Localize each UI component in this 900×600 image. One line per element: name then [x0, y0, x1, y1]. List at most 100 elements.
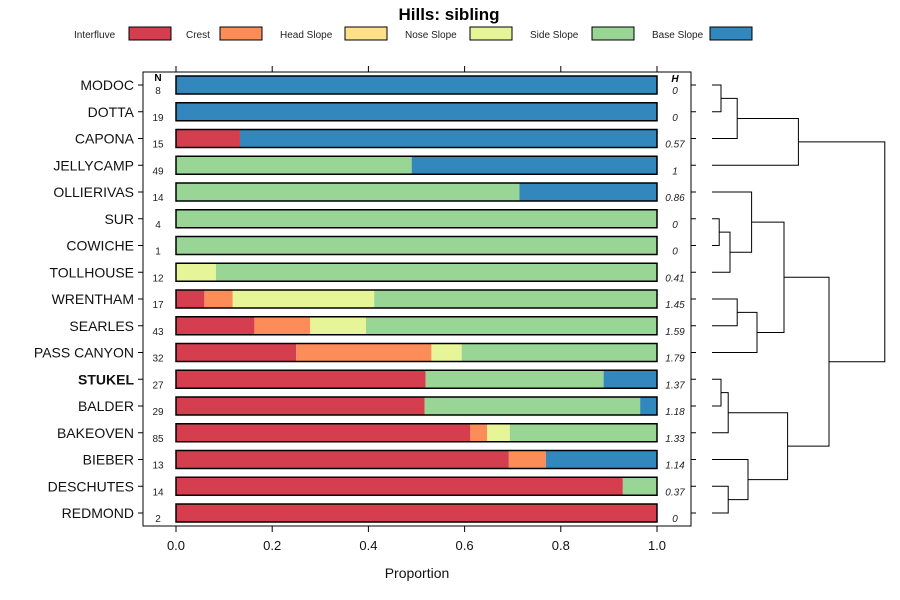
bar-dotta-base-slope — [176, 102, 657, 121]
bar-pass-canyon-nose-slope — [431, 343, 462, 362]
bar-wrentham-nose-slope — [232, 290, 375, 308]
row-cowiche: COWICHE 1 0 — [66, 235, 696, 258]
h-value-pass-canyon: 1.79 — [665, 354, 685, 365]
row-label-dotta: DOTTA — [88, 104, 135, 120]
bar-deschutes-interfluve — [176, 477, 623, 496]
legend-swatch-head-slope — [344, 26, 388, 41]
bar-outline-stukel — [175, 369, 658, 389]
x-tick-label-1: 0.2 — [263, 538, 281, 553]
dendrogram-link-14 — [784, 276, 830, 447]
row-label-searles: SEARLES — [69, 318, 134, 334]
n-value-cowiche: 1 — [155, 247, 161, 258]
n-value-ollierivas: 14 — [152, 193, 164, 204]
dendrogram-link-7 — [712, 311, 758, 353]
bar-outline-ollierivas — [175, 182, 658, 202]
x-tick-label-5: 1.0 — [648, 538, 666, 553]
row-jellycamp: JELLYCAMP 49 1 — [53, 155, 696, 177]
dendrogram-link-11 — [712, 485, 729, 514]
bar-modoc-base-slope — [176, 76, 657, 94]
h-value-cowiche: 0 — [672, 247, 678, 258]
dendrogram-link-6 — [712, 298, 738, 327]
dendrogram-link-5 — [712, 191, 753, 253]
n-value-wrentham: 17 — [152, 300, 164, 311]
row-deschutes: DESCHUTES 14 0.37 — [48, 476, 696, 498]
bar-stukel-interfluve — [176, 370, 426, 389]
row-label-deschutes: DESCHUTES — [48, 478, 134, 494]
bar-wrentham-side-slope — [374, 290, 657, 308]
dendrogram-link-3 — [712, 218, 720, 246]
bar-balder-base-slope — [640, 397, 657, 415]
bar-outline-modoc — [175, 75, 658, 95]
dendrogram-link-10 — [712, 392, 729, 434]
n-value-searles: 43 — [152, 327, 164, 338]
bar-jellycamp-base-slope — [411, 156, 657, 175]
dendrogram-link-9 — [712, 378, 722, 407]
h-value-jellycamp: 1 — [672, 166, 678, 177]
bar-searles-crest — [254, 316, 311, 335]
row-wrentham: WRENTHAM 17 1.45 — [52, 289, 696, 311]
bar-pass-canyon-side-slope — [461, 343, 657, 362]
bar-outline-jellycamp — [175, 155, 658, 175]
dendrogram-link-0 — [712, 84, 722, 113]
legend-label-interfluve: Interfluve — [74, 30, 116, 41]
h-value-capona: 0.57 — [665, 140, 685, 151]
row-redmond: REDMOND 2 0 — [62, 503, 696, 525]
h-value-bieber: 1.14 — [665, 461, 685, 472]
bar-bieber-interfluve — [176, 450, 509, 469]
row-label-redmond: REDMOND — [62, 505, 134, 521]
h-value-modoc: 0 — [672, 86, 678, 97]
dendrogram-link-4 — [712, 231, 731, 273]
bar-outline-dotta — [175, 102, 658, 122]
bar-searles-side-slope — [365, 316, 657, 335]
h-column-header: H — [671, 74, 679, 85]
row-stukel: STUKEL 27 1.37 — [78, 369, 696, 391]
bar-wrentham-crest — [204, 290, 233, 308]
dendrogram-link-8 — [751, 221, 785, 333]
legend-label-side-slope: Side Slope — [530, 30, 579, 41]
bar-outline-capona — [175, 128, 658, 149]
bar-outline-tollhouse — [175, 262, 658, 282]
bar-jellycamp-side-slope — [176, 156, 412, 175]
bar-searles-nose-slope — [310, 316, 366, 335]
bar-redmond-interfluve — [176, 504, 657, 522]
bar-stukel-side-slope — [425, 370, 604, 389]
legend-swatch-nose-slope — [469, 26, 513, 41]
bar-cowiche-side-slope — [176, 236, 657, 255]
h-value-searles: 1.59 — [665, 327, 685, 338]
row-label-cowiche: COWICHE — [66, 238, 134, 254]
bar-ollierivas-side-slope — [176, 183, 520, 201]
bar-outline-pass-canyon — [175, 342, 658, 363]
row-capona: CAPONA 15 0.57 — [75, 128, 696, 151]
bar-balder-interfluve — [176, 397, 425, 415]
h-value-wrentham: 1.45 — [665, 300, 685, 311]
dendrogram-link-15 — [798, 141, 886, 363]
dendrogram-link-2 — [712, 117, 799, 166]
bar-stukel-base-slope — [603, 370, 657, 389]
bar-bakeoven-crest — [470, 423, 488, 442]
row-label-sur: SUR — [104, 211, 134, 227]
chart-title: Hills: sibling — [398, 5, 499, 24]
bar-pass-canyon-crest — [296, 343, 432, 362]
bar-ollierivas-base-slope — [519, 183, 657, 201]
x-tick-label-2: 0.4 — [359, 538, 377, 553]
bar-sur-side-slope — [176, 209, 657, 228]
bar-tollhouse-nose-slope — [176, 263, 216, 282]
bar-deschutes-side-slope — [622, 477, 657, 496]
row-balder: BALDER 29 1.18 — [78, 396, 696, 418]
dendrogram-link-12 — [712, 459, 749, 501]
n-value-bakeoven: 85 — [152, 434, 164, 445]
bar-pass-canyon-interfluve — [176, 343, 297, 362]
n-value-redmond: 2 — [155, 514, 161, 525]
dendrogram — [712, 84, 886, 514]
row-label-balder: BALDER — [78, 398, 134, 414]
bar-capona-base-slope — [239, 129, 657, 148]
x-axis: 0.0 0.2 0.4 0.6 0.8 1.0 — [167, 66, 666, 553]
h-value-ollierivas: 0.86 — [665, 193, 685, 204]
x-tick-label-4: 0.8 — [552, 538, 570, 553]
bar-outline-bakeoven — [175, 423, 658, 443]
row-label-stukel: STUKEL — [78, 371, 134, 387]
bar-bakeoven-interfluve — [176, 423, 471, 442]
row-bakeoven: BAKEOVEN 85 1.33 — [57, 423, 696, 445]
row-label-bakeoven: BAKEOVEN — [57, 425, 134, 441]
